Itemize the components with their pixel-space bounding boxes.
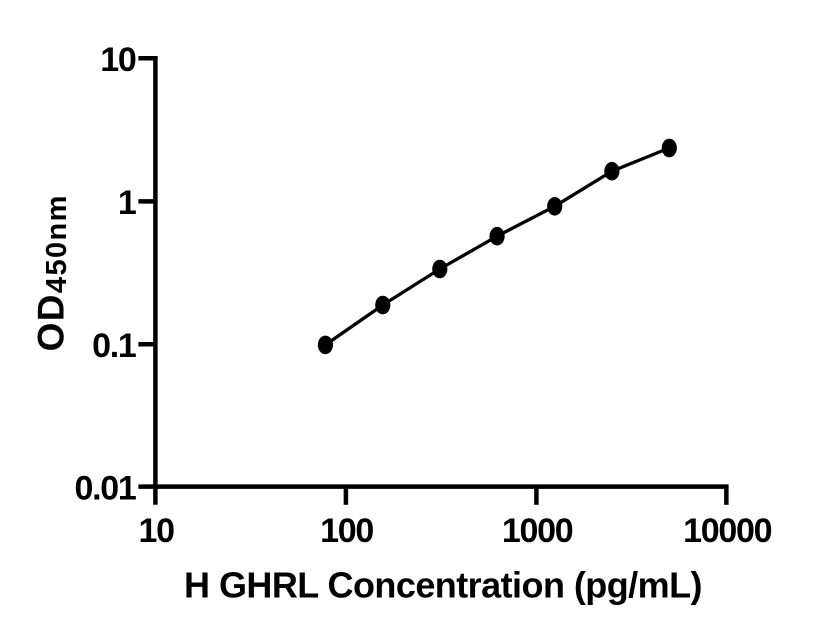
svg-text:1000: 1000 bbox=[502, 512, 573, 550]
svg-text:H GHRL Concentration (pg/mL): H GHRL Concentration (pg/mL) bbox=[184, 565, 702, 606]
svg-text:1: 1 bbox=[118, 184, 136, 222]
svg-text:10: 10 bbox=[138, 512, 174, 550]
svg-text:0.1: 0.1 bbox=[92, 327, 136, 365]
svg-text:100: 100 bbox=[320, 512, 373, 550]
svg-text:10000: 10000 bbox=[683, 512, 771, 550]
svg-text:10: 10 bbox=[100, 41, 136, 79]
svg-text:0.01: 0.01 bbox=[75, 469, 136, 507]
